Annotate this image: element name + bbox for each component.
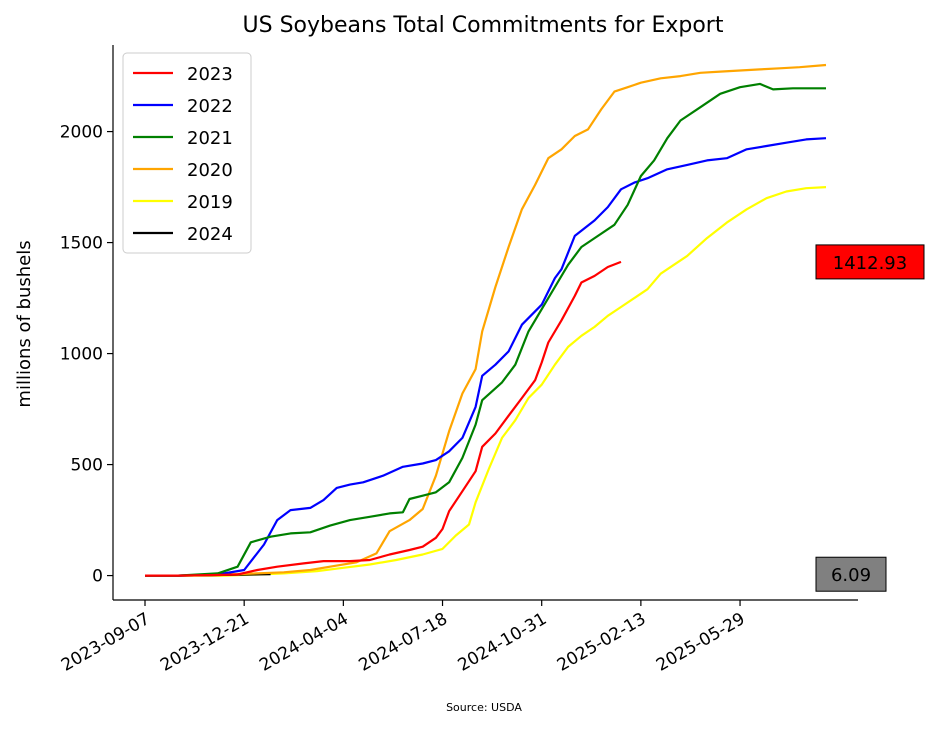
y-tick-label: 500 [71, 456, 103, 476]
y-tick-label: 0 [92, 567, 103, 587]
series-line-2022 [145, 137, 827, 577]
chart-title: US Soybeans Total Commitments for Export [243, 13, 724, 38]
value-boxes: 1412.93 6.09 [815, 244, 925, 592]
value-box-0 [815, 244, 925, 280]
x-tick-label: 2024-10-31 [455, 609, 551, 676]
legend-frame [122, 52, 252, 254]
y-tick-label: 1000 [60, 345, 103, 365]
legend-label-2019: 2019 [187, 192, 233, 213]
y-tick-label: 1500 [60, 234, 103, 254]
legend: 2023 2022 2021 2020 2019 2024 [122, 52, 252, 254]
y-tick-label: 2000 [60, 123, 103, 143]
x-tick-label: 2025-02-13 [554, 609, 650, 676]
y-axis-label: millions of bushels [14, 240, 35, 407]
x-tick-label: 2025-05-29 [653, 609, 749, 676]
series-line-2020 [145, 63, 827, 577]
legend-label-2020: 2020 [187, 160, 233, 181]
value-box-label-0: 1412.93 [833, 253, 907, 274]
series-line-2021 [145, 82, 826, 577]
legend-label-2022: 2022 [187, 96, 233, 117]
x-tick-label: 2024-07-18 [355, 609, 451, 676]
x-tick-label: 2023-09-07 [58, 609, 154, 676]
source-note: Source: USDA [446, 701, 522, 714]
x-tick-label: 2023-12-21 [157, 609, 253, 676]
series-line-2023 [145, 260, 622, 577]
legend-label-2021: 2021 [187, 128, 233, 149]
legend-label-2023: 2023 [187, 64, 233, 85]
value-box-1 [815, 556, 887, 592]
series-line-2019 [145, 186, 827, 577]
legend-label-2024: 2024 [187, 224, 233, 245]
value-box-label-1: 6.09 [831, 565, 871, 586]
x-tick-label: 2024-04-04 [256, 609, 352, 676]
series-lines [145, 63, 827, 577]
